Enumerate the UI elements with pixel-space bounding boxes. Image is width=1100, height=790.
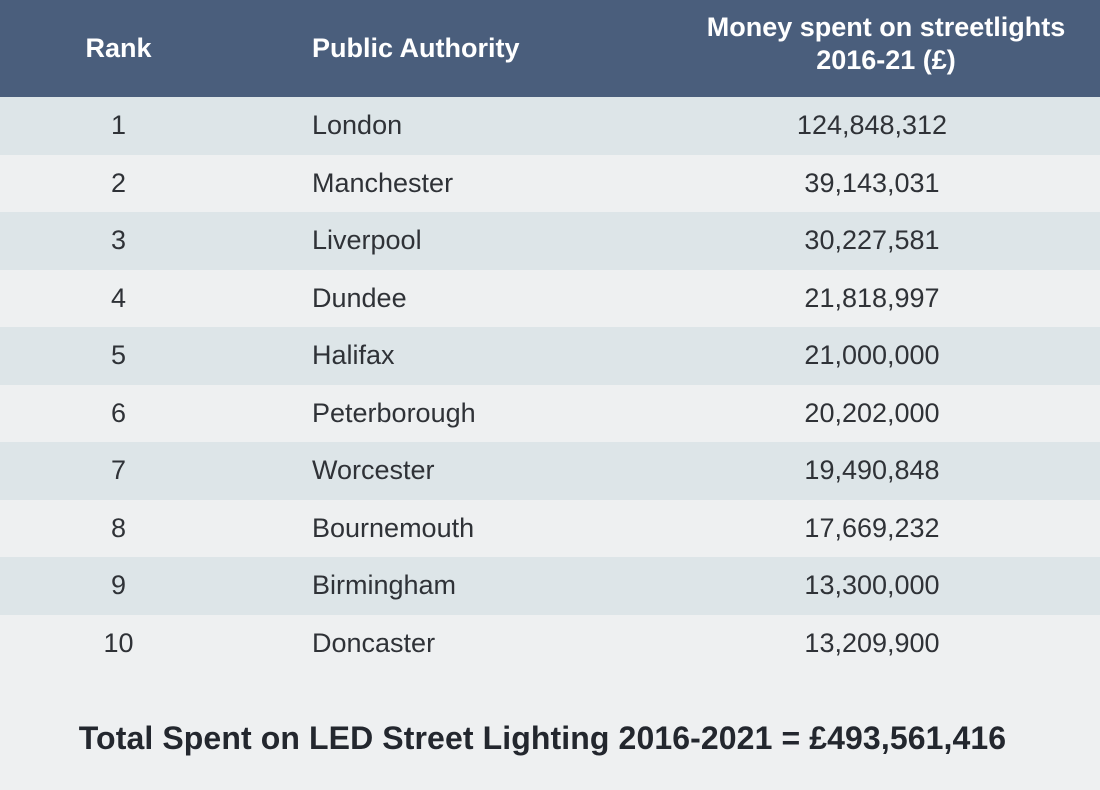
money-cell-text: 39,143,031 [804, 167, 940, 198]
rank-cell: 10 [0, 615, 237, 673]
authority-cell: Peterborough [312, 385, 672, 443]
table-header: Rank Public Authority Money spent on str… [0, 0, 1100, 97]
authority-cell-text: Halifax [312, 340, 395, 371]
money-cell-text: 13,300,000 [804, 570, 940, 601]
authority-cell: Manchester [312, 155, 672, 213]
authority-cell: Worcester [312, 442, 672, 500]
table-row: 1 London 124,848,312 [0, 97, 1100, 155]
rank-cell-text: 6 [110, 397, 127, 428]
rank-cell: 1 [0, 97, 237, 155]
rank-cell: 4 [0, 270, 237, 328]
header-authority-label: Public Authority [312, 33, 520, 63]
rank-cell-text: 1 [110, 110, 127, 141]
money-cell: 124,848,312 [672, 97, 1072, 155]
header-money-text: Money spent on streetlights 2016-21 (£) [707, 11, 1066, 77]
authority-cell: Halifax [312, 327, 672, 385]
rank-cell: 8 [0, 500, 237, 558]
table-row: 7 Worcester 19,490,848 [0, 442, 1100, 500]
rank-cell-text: 3 [110, 225, 127, 256]
money-cell: 17,669,232 [672, 500, 1072, 558]
rank-cell-text: 10 [103, 627, 134, 658]
header-rank: Rank [0, 0, 237, 97]
table-row: 2 Manchester 39,143,031 [0, 154, 1100, 213]
table-row: 6 Peterborough 20,202,000 [0, 384, 1100, 443]
total-spent-summary: Total Spent on LED Street Lighting 2016-… [78, 719, 1007, 756]
money-cell-text: 20,202,000 [804, 397, 940, 428]
rank-cell: 2 [0, 155, 237, 213]
header-money-line-2: 2016-21 (£) [816, 45, 956, 75]
money-cell: 13,300,000 [672, 557, 1072, 615]
header-money-line-1: Money spent on streetlights [706, 12, 1066, 42]
money-cell: 20,202,000 [672, 385, 1072, 443]
header-public-authority: Public Authority [312, 0, 672, 97]
authority-cell: Bournemouth [312, 500, 672, 558]
money-cell: 13,209,900 [672, 615, 1072, 673]
table-row: 3 Liverpool 30,227,581 [0, 212, 1100, 270]
money-cell-text: 19,490,848 [804, 455, 940, 486]
authority-cell-text: Doncaster [312, 627, 436, 658]
table-row: 4 Dundee 21,818,997 [0, 269, 1100, 328]
rank-cell: 3 [0, 212, 237, 270]
authority-cell: Dundee [312, 270, 672, 328]
rank-cell: 5 [0, 327, 237, 385]
table-row: 9 Birmingham 13,300,000 [0, 557, 1100, 615]
rank-cell: 6 [0, 385, 237, 443]
authority-cell-text: Birmingham [312, 570, 457, 601]
money-cell: 21,000,000 [672, 327, 1072, 385]
table-row: 8 Bournemouth 17,669,232 [0, 499, 1100, 558]
rank-cell-text: 5 [110, 340, 127, 371]
money-cell-text: 17,669,232 [804, 512, 940, 543]
authority-cell: Birmingham [312, 557, 672, 615]
money-cell-text: 21,000,000 [804, 340, 940, 371]
money-cell-text: 124,848,312 [796, 110, 948, 141]
authority-cell-text: Worcester [312, 455, 435, 486]
rank-cell: 7 [0, 442, 237, 500]
money-cell-text: 30,227,581 [804, 225, 940, 256]
money-cell: 30,227,581 [672, 212, 1072, 270]
header-money-spent: Money spent on streetlights 2016-21 (£) [672, 0, 1100, 97]
rank-cell: 9 [0, 557, 237, 615]
table-row: 10 Doncaster 13,209,900 [0, 614, 1100, 673]
authority-cell: London [312, 97, 672, 155]
money-cell-text: 13,209,900 [804, 627, 940, 658]
header-rank-label: Rank [85, 33, 152, 63]
money-cell: 19,490,848 [672, 442, 1072, 500]
rank-cell-text: 7 [110, 455, 127, 486]
authority-cell-text: Liverpool [312, 225, 422, 256]
authority-cell: Doncaster [312, 615, 672, 673]
authority-cell: Liverpool [312, 212, 672, 270]
money-cell: 39,143,031 [672, 155, 1072, 213]
table-body: 1 London 124,848,312 2 Manchester 39,143,031 3… [0, 97, 1100, 672]
rank-cell-text: 9 [110, 570, 127, 601]
authority-cell-text: Peterborough [312, 397, 476, 428]
rank-cell-text: 4 [110, 282, 127, 313]
authority-cell-text: London [312, 110, 403, 141]
authority-cell-text: Manchester [312, 167, 454, 198]
rank-cell-text: 8 [110, 512, 127, 543]
rank-cell-text: 2 [110, 167, 127, 198]
table-row: 5 Halifax 21,000,000 [0, 327, 1100, 385]
money-cell-text: 21,818,997 [804, 282, 940, 313]
money-cell: 21,818,997 [672, 270, 1072, 328]
authority-cell-text: Bournemouth [312, 512, 475, 543]
authority-cell-text: Dundee [312, 282, 407, 313]
